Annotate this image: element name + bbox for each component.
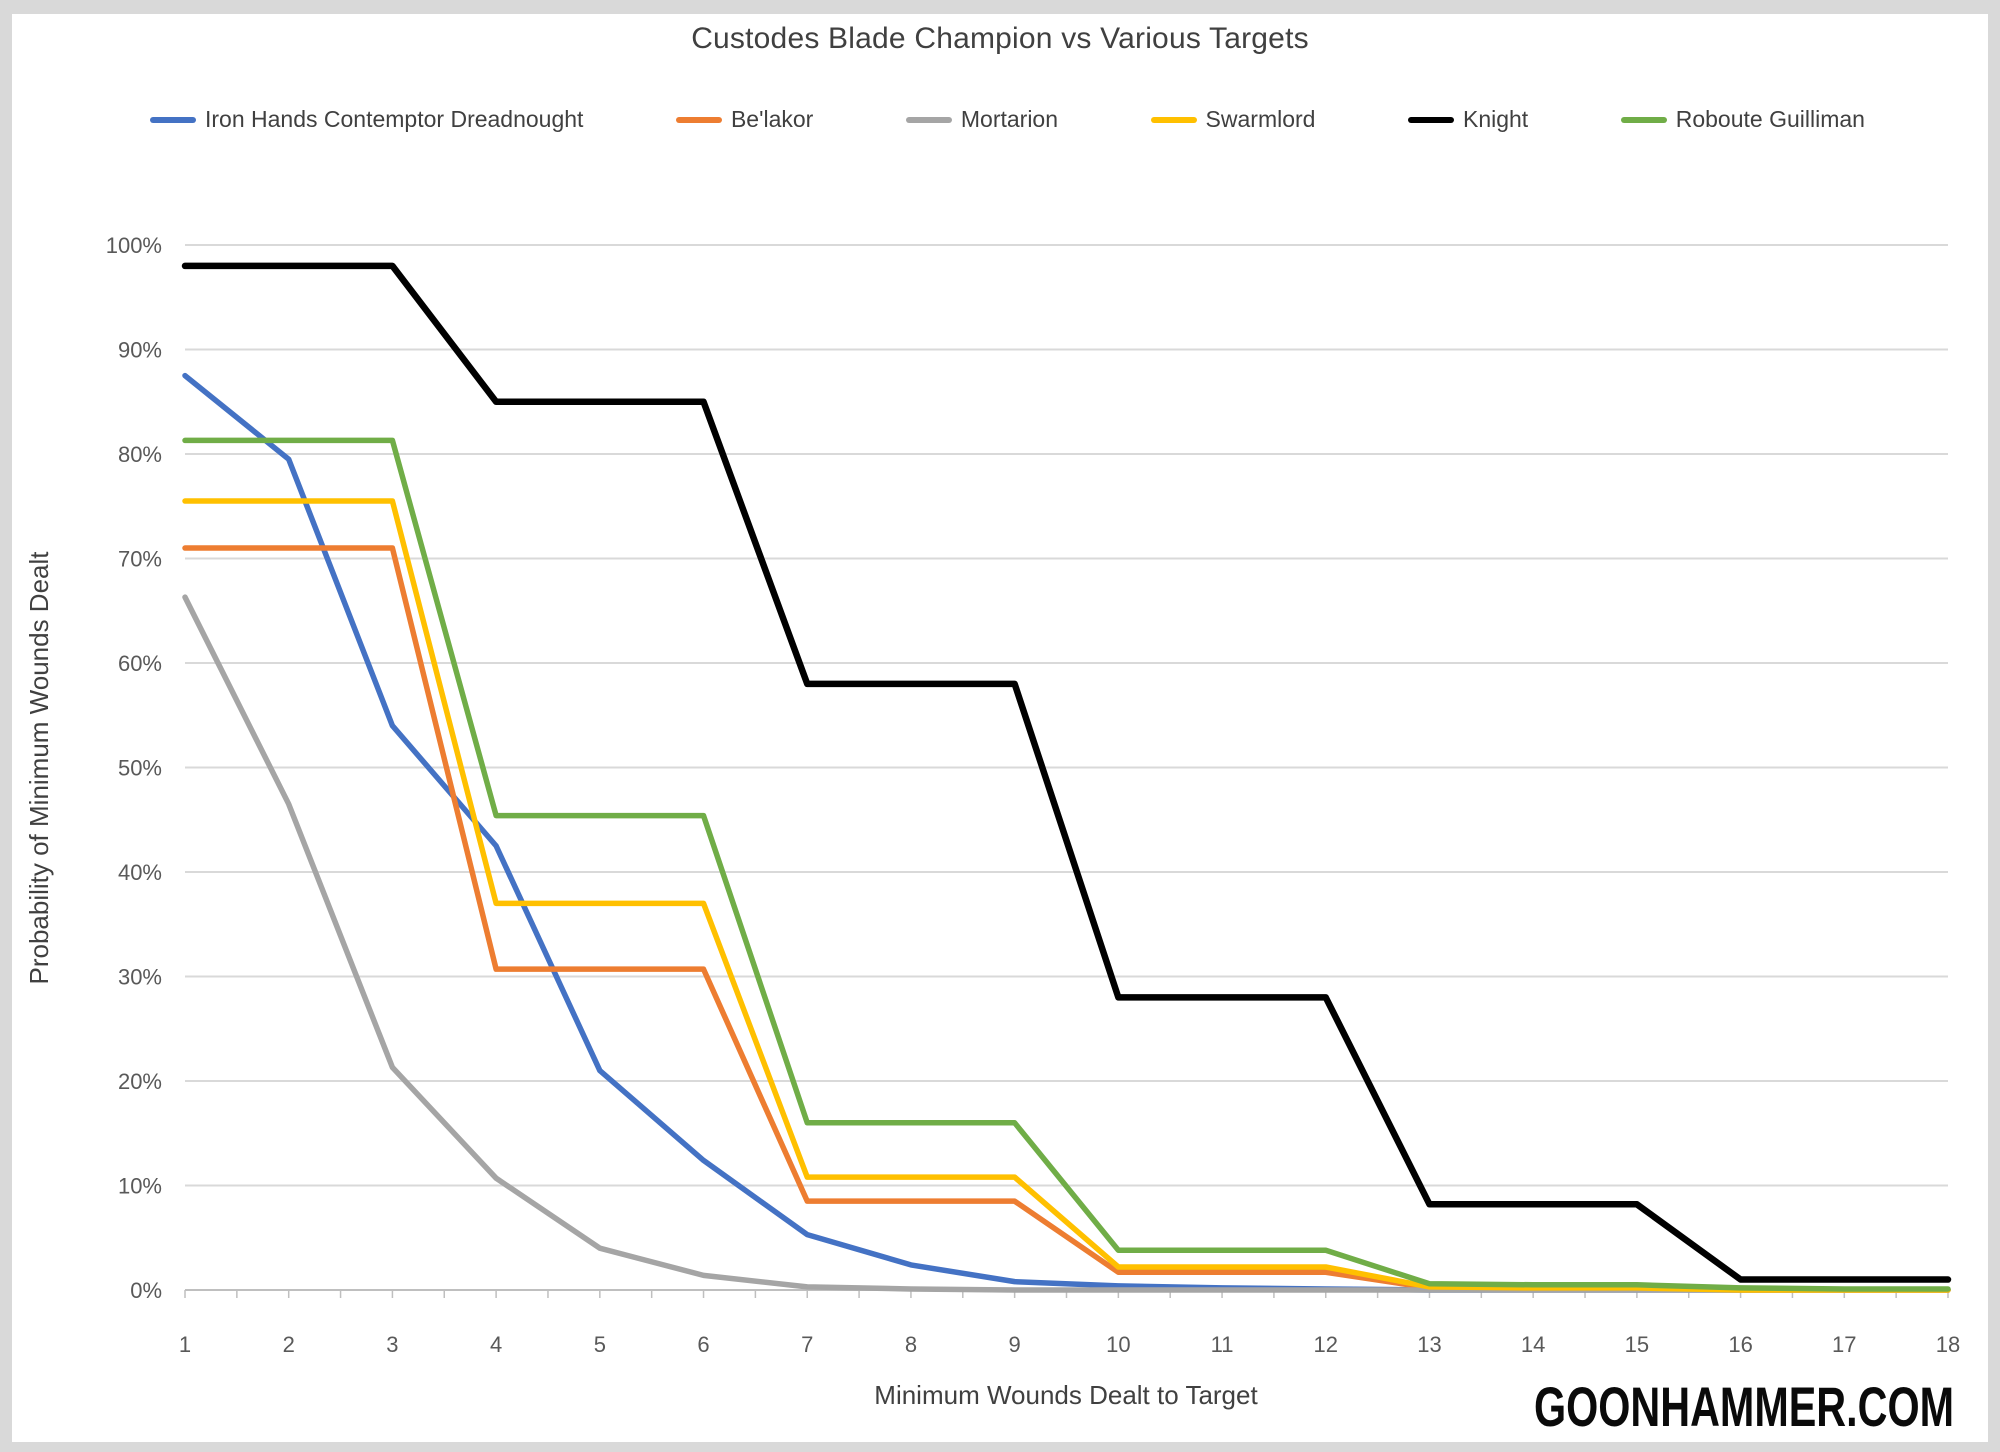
y-tick-label: 40% xyxy=(118,860,162,885)
series-line-swarmlord xyxy=(182,498,1951,1293)
y-tick-label: 0% xyxy=(130,1278,162,1303)
x-tick-label: 15 xyxy=(1625,1332,1649,1357)
x-tick-label: 3 xyxy=(386,1332,398,1357)
legend-item-swarmlord: Swarmlord xyxy=(1150,106,1316,133)
legend-item-be-lakor: Be'lakor xyxy=(675,106,814,133)
x-tick-label: 2 xyxy=(283,1332,295,1357)
x-tick-label: 4 xyxy=(490,1332,502,1357)
legend-item-mortarion: Mortarion xyxy=(905,106,1059,133)
y-tick-label: 20% xyxy=(118,1069,162,1094)
x-tick-label: 1 xyxy=(179,1332,191,1357)
legend-label: Mortarion xyxy=(960,106,1059,132)
legend-swatch-swarmlord xyxy=(1150,116,1197,123)
y-tick-label: 80% xyxy=(118,442,162,467)
y-tick-label: 100% xyxy=(106,233,162,258)
series-line-be-lakor xyxy=(182,545,1951,1293)
watermark: GOONHAMMER.COM xyxy=(1534,1375,1954,1438)
legend-item-roboute-guilliman: Roboute Guilliman xyxy=(1620,106,1865,133)
x-tick-label: 11 xyxy=(1211,1332,1234,1357)
legend: Iron Hands Contemptor Dreadnought Be'lako… xyxy=(150,106,1865,133)
legend-swatch-be-lakor xyxy=(675,116,722,123)
x-tick-label: 8 xyxy=(905,1332,917,1357)
x-tick-label: 18 xyxy=(1936,1332,1960,1357)
x-tick-label: 16 xyxy=(1728,1332,1752,1357)
legend-label: Swarmlord xyxy=(1205,106,1316,132)
chart-title: Custodes Blade Champion vs Various Targe… xyxy=(691,22,1309,55)
legend-swatch-mortarion xyxy=(905,116,952,123)
y-tick-label: 60% xyxy=(118,651,162,676)
legend-label: Roboute Guilliman xyxy=(1675,106,1865,132)
legend-swatch-knight xyxy=(1407,116,1454,123)
legend-label: Be'lakor xyxy=(730,106,814,132)
series-line-knight xyxy=(181,262,1952,1283)
x-tick-label: 10 xyxy=(1106,1332,1130,1357)
legend-label: Iron Hands Contemptor Dreadnought xyxy=(205,106,584,132)
x-tick-label: 9 xyxy=(1009,1332,1021,1357)
x-tick-label: 12 xyxy=(1314,1332,1338,1357)
y-tick-label: 50% xyxy=(118,756,162,781)
y-axis-title: Probability of Minimum Wounds Dealt xyxy=(24,551,54,985)
x-tick-label: 14 xyxy=(1521,1332,1545,1357)
y-tick-label: 90% xyxy=(118,338,162,363)
legend-swatch-iron-hands-contemptor-dreadnought xyxy=(150,116,196,123)
x-tick-label: 5 xyxy=(594,1332,606,1357)
y-tick-label: 10% xyxy=(118,1174,162,1199)
x-tick-label: 17 xyxy=(1832,1332,1856,1357)
y-tick-label: 30% xyxy=(118,965,162,990)
series-line-roboute-guilliman xyxy=(182,437,1951,1292)
x-tick-label: 13 xyxy=(1417,1332,1441,1357)
x-axis-title: Minimum Wounds Dealt to Target xyxy=(874,1380,1258,1410)
chart-background xyxy=(12,14,1988,1442)
legend-label: Knight xyxy=(1462,106,1529,132)
legend-item-iron-hands-contemptor-dreadnought: Iron Hands Contemptor Dreadnought xyxy=(150,106,583,133)
legend-swatch-roboute-guilliman xyxy=(1620,116,1667,123)
legend-item-knight: Knight xyxy=(1407,106,1529,133)
y-tick-label: 70% xyxy=(118,547,162,572)
x-tick-label: 7 xyxy=(801,1332,813,1357)
x-tick-label: 6 xyxy=(697,1332,709,1357)
